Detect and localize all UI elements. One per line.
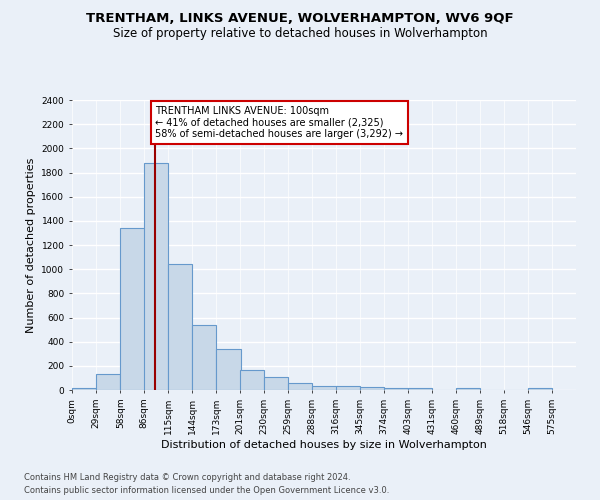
Bar — [288, 384, 313, 390]
Text: TRENTHAM LINKS AVENUE: 100sqm
← 41% of detached houses are smaller (2,325)
58% o: TRENTHAM LINKS AVENUE: 100sqm ← 41% of d… — [155, 106, 403, 139]
Bar — [96, 374, 121, 390]
Y-axis label: Number of detached properties: Number of detached properties — [26, 158, 36, 332]
Bar — [121, 228, 145, 390]
Bar — [264, 378, 288, 390]
Text: Contains public sector information licensed under the Open Government Licence v3: Contains public sector information licen… — [24, 486, 389, 495]
Bar — [313, 386, 337, 390]
Text: Size of property relative to detached houses in Wolverhampton: Size of property relative to detached ho… — [113, 28, 487, 40]
Bar — [144, 163, 168, 390]
Bar — [335, 386, 360, 390]
X-axis label: Distribution of detached houses by size in Wolverhampton: Distribution of detached houses by size … — [161, 440, 487, 450]
Bar — [527, 388, 552, 390]
Bar — [456, 388, 480, 390]
Text: TRENTHAM, LINKS AVENUE, WOLVERHAMPTON, WV6 9QF: TRENTHAM, LINKS AVENUE, WOLVERHAMPTON, W… — [86, 12, 514, 26]
Bar — [217, 349, 241, 390]
Bar — [72, 388, 96, 390]
Bar — [168, 264, 192, 390]
Bar — [408, 388, 433, 390]
Bar — [360, 387, 384, 390]
Bar — [192, 325, 217, 390]
Text: Contains HM Land Registry data © Crown copyright and database right 2024.: Contains HM Land Registry data © Crown c… — [24, 474, 350, 482]
Bar — [384, 388, 408, 390]
Bar — [240, 370, 264, 390]
